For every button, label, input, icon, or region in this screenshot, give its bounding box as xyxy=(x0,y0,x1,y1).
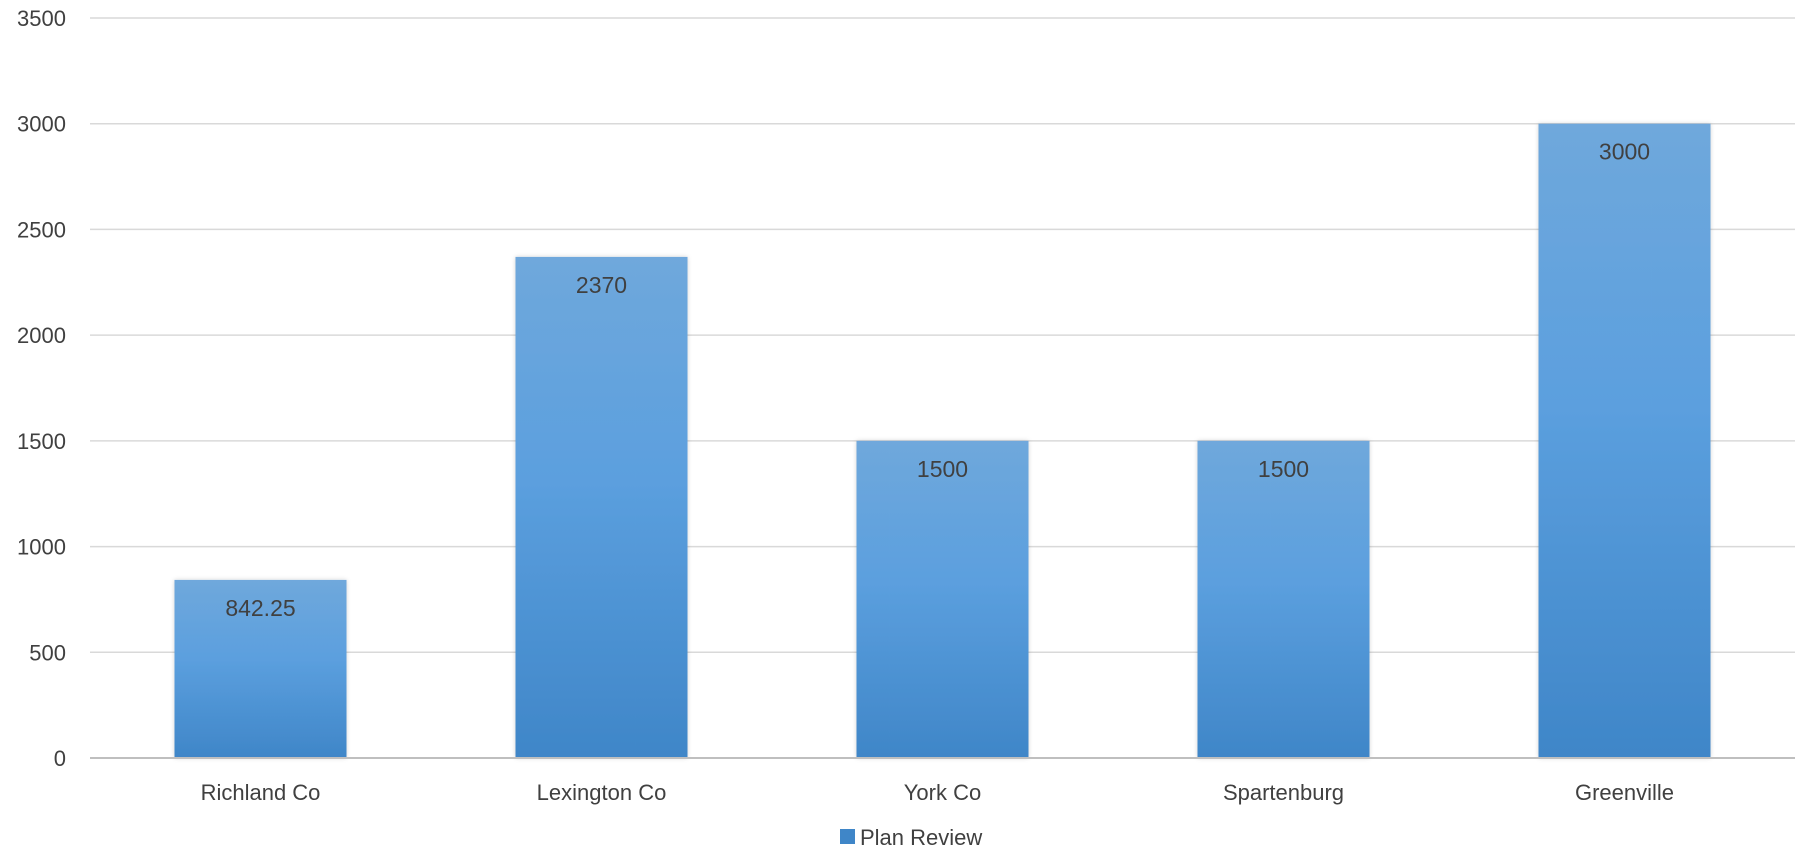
x-tick-label: Spartenburg xyxy=(1223,780,1344,805)
legend-label: Plan Review xyxy=(860,825,982,850)
y-tick-label: 2000 xyxy=(17,323,66,348)
x-tick-label: York Co xyxy=(904,780,981,805)
bar xyxy=(1539,124,1711,758)
data-label: 1500 xyxy=(917,456,968,482)
data-label: 2370 xyxy=(576,272,627,298)
y-tick-label: 0 xyxy=(54,746,66,771)
y-tick-label: 3500 xyxy=(17,6,66,31)
y-tick-label: 500 xyxy=(29,640,66,665)
y-axis-ticks: 0 500 1000 1500 2000 2500 3000 3500 xyxy=(17,6,66,771)
bar xyxy=(857,441,1029,758)
y-tick-label: 1000 xyxy=(17,535,66,560)
data-label: 842.25 xyxy=(225,595,295,621)
y-tick-label: 1500 xyxy=(17,429,66,454)
data-label: 3000 xyxy=(1599,139,1650,165)
data-label: 1500 xyxy=(1258,456,1309,482)
y-tick-label: 2500 xyxy=(17,217,66,242)
x-tick-label: Richland Co xyxy=(201,780,321,805)
bar xyxy=(516,257,688,758)
x-axis: Richland Co Lexington Co York Co Spartenbur… xyxy=(90,758,1795,805)
bar xyxy=(1198,441,1370,758)
legend: Plan Review xyxy=(840,825,982,850)
legend-swatch xyxy=(840,829,855,844)
y-tick-label: 3000 xyxy=(17,112,66,137)
x-tick-label: Lexington Co xyxy=(537,780,667,805)
x-tick-label: Greenville xyxy=(1575,780,1674,805)
